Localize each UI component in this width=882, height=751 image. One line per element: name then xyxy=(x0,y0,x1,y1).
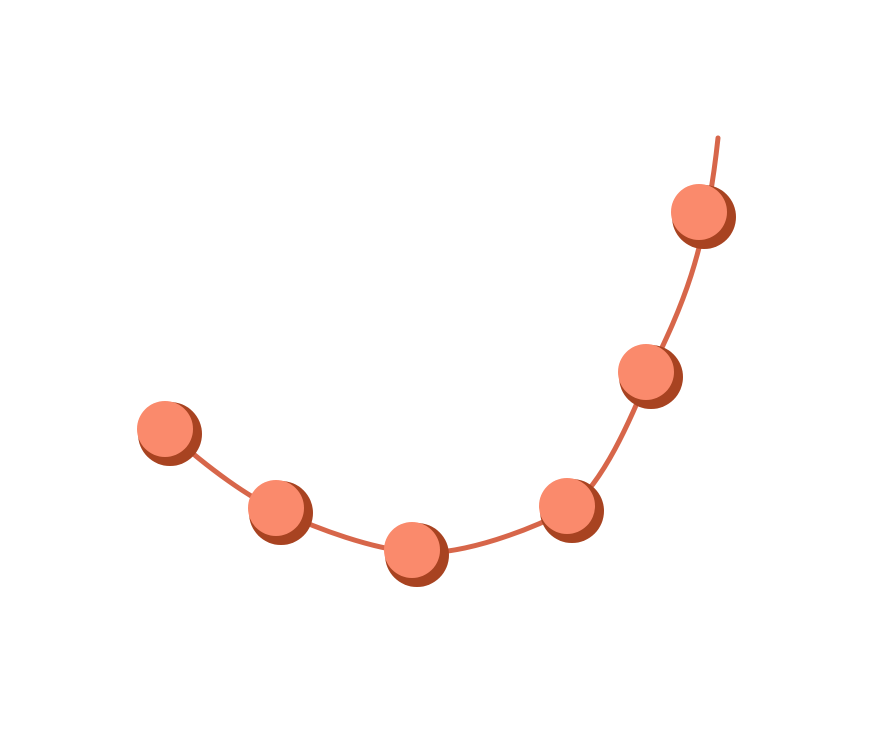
beads-group xyxy=(137,184,736,587)
bead-face xyxy=(671,184,727,240)
bead-6 xyxy=(671,184,736,249)
bead-face xyxy=(137,401,193,457)
bead-face xyxy=(384,522,440,578)
curve-line xyxy=(165,135,721,556)
bead-face xyxy=(539,478,595,534)
bead-face xyxy=(248,480,304,536)
bead-face xyxy=(618,344,674,400)
bead-4 xyxy=(539,478,604,543)
bead-1 xyxy=(137,401,202,466)
bead-5 xyxy=(618,344,683,409)
bead-2 xyxy=(248,480,313,545)
bead-3 xyxy=(384,522,449,587)
